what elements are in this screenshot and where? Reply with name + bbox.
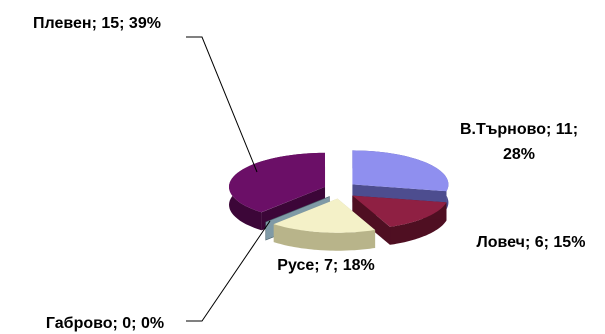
label-vtarnovo: В.Търново; 11; — [460, 121, 578, 138]
slice-side-lovech — [390, 202, 447, 245]
label-vtarnovo-percent: 28% — [503, 146, 535, 163]
slice-top-pleven — [229, 152, 326, 213]
leader-lines — [186, 36, 271, 322]
slice-top-ruse — [273, 198, 376, 233]
slice-edge-lovech-1 — [352, 195, 391, 245]
label-gabrovo: Габрово; 0; 0% — [46, 315, 164, 332]
label-lovech: Ловеч; 6; 15% — [477, 234, 586, 251]
pie-slices — [229, 150, 449, 251]
slice-top-lovech — [352, 195, 447, 227]
label-ruse: Русе; 7; 18% — [277, 257, 374, 274]
leader-pleven — [186, 36, 258, 173]
leader-gabrovo — [186, 220, 271, 322]
slice-top-vtarnovo — [352, 150, 449, 192]
slice-lovech — [352, 195, 447, 245]
label-pleven: Плевен; 15; 39% — [33, 15, 161, 32]
slice-ruse — [273, 198, 376, 251]
